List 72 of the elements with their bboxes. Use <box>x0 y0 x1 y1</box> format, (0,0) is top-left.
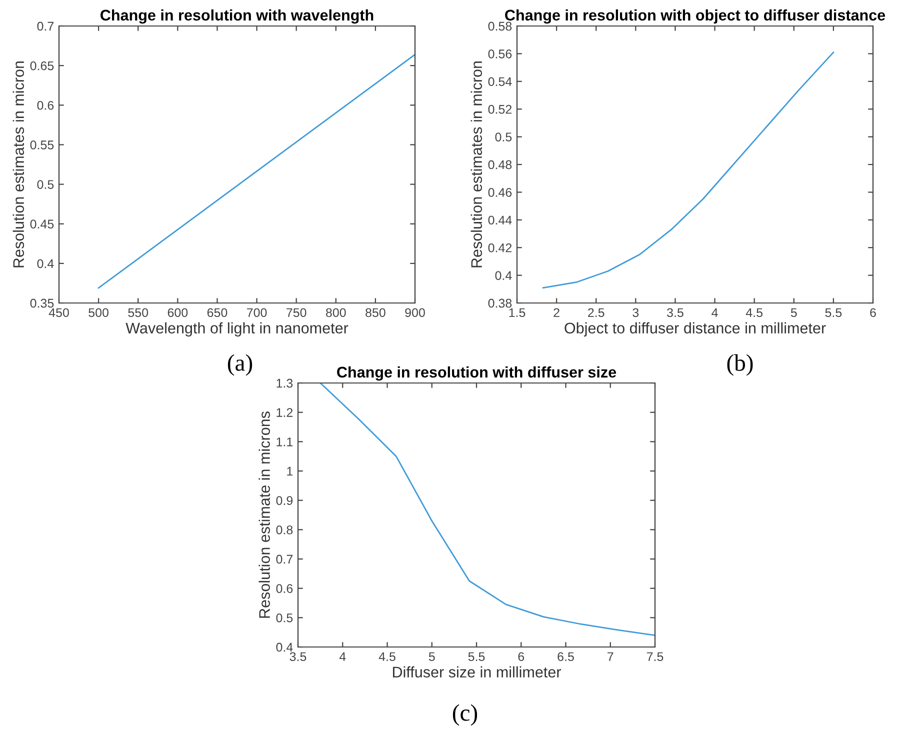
x-tick-label: 4 <box>339 652 346 661</box>
y-tick-label: 0.46 <box>488 188 512 197</box>
x-tick-label: 6 <box>518 652 524 662</box>
x-axis-title: Wavelength of light in nanometer <box>126 322 348 337</box>
y-tick-label: 1.1 <box>276 438 293 446</box>
y-tick-label: 0.52 <box>488 104 512 114</box>
x-tick-label: 5 <box>790 308 797 318</box>
text: (c) <box>452 704 478 726</box>
x-axis-title: Diffuser size in millimeter <box>392 666 562 678</box>
x-tick-label: 3.5 <box>290 652 306 662</box>
y-tick-label: 0.5 <box>276 613 293 622</box>
x-tick-label: 500 <box>88 308 108 318</box>
x-tick-label: 850 <box>366 308 386 318</box>
y-tick-label: 0.48 <box>488 160 512 170</box>
chart-title: Change in resolution with wavelength <box>100 9 374 24</box>
y-tick-label: 1 <box>287 466 293 476</box>
y-tick-label: 0.58 <box>488 22 512 31</box>
x-tick-label: 7.5 <box>646 652 664 662</box>
x-tick-label: 650 <box>207 308 228 318</box>
y-tick-label: 0.65 <box>30 61 54 70</box>
text: (a) <box>228 354 252 376</box>
y-tick-label: 0.38 <box>488 298 512 308</box>
x-tick-label: 5.5 <box>468 652 485 662</box>
y-tick-label: 0.5 <box>495 132 512 142</box>
y-axis-title: Resolution estimates in micron <box>12 61 24 268</box>
y-tick-label: 0.5 <box>37 180 54 189</box>
x-tick-label: 3.5 <box>667 308 684 318</box>
y-tick-label: 0.7 <box>37 22 54 31</box>
x-tick-label: 750 <box>286 308 306 318</box>
x-tick-label: 900 <box>405 308 425 318</box>
x-tick-label: 700 <box>246 308 267 318</box>
x-tick-label: 6.5 <box>558 652 574 662</box>
y-tick-label: 0.7 <box>276 554 293 564</box>
x-tick-label: 550 <box>128 308 148 318</box>
x-tick-label: 3 <box>632 308 639 318</box>
y-tick-label: 0.45 <box>30 220 54 229</box>
x-tick-label: 800 <box>326 308 346 318</box>
y-axis-title: Resolution estimate in microns <box>258 412 270 618</box>
x-tick-label: 1.5 <box>509 308 526 318</box>
text: (b) <box>727 354 753 376</box>
y-tick-label: 1.3 <box>276 378 293 388</box>
chart-title: Change in resolution with diffuser size <box>337 366 616 381</box>
y-tick-label: 0.4 <box>37 259 54 268</box>
x-tick-label: 7 <box>608 652 614 661</box>
y-tick-label: 0.9 <box>276 496 293 505</box>
y-tick-label: 1.2 <box>276 408 293 417</box>
y-tick-label: 0.44 <box>488 216 512 225</box>
y-tick-label: 0.8 <box>276 525 293 534</box>
x-tick-label: 4.5 <box>378 652 396 662</box>
y-tick-label: 0.4 <box>495 271 512 280</box>
y-axis-title: Resolution estimates in micron <box>470 61 482 268</box>
y-tick-label: 0.55 <box>30 140 54 150</box>
y-tick-label: 0.4 <box>276 642 293 652</box>
x-tick-label: 5.5 <box>825 308 842 318</box>
y-tick-label: 0.35 <box>30 298 54 308</box>
x-tick-label: 450 <box>48 308 69 318</box>
x-tick-label: 4 <box>712 308 718 317</box>
x-axis-title: Object to diffuser distance in millimeter <box>564 322 826 337</box>
x-tick-label: 5 <box>428 652 435 662</box>
line-series <box>542 52 834 288</box>
x-tick-label: 2.5 <box>588 308 604 318</box>
y-tick-label: 0.6 <box>276 584 293 593</box>
y-tick-label: 0.6 <box>37 100 54 110</box>
chart-title: Change in resolution with object to diffuser distance <box>505 9 886 24</box>
x-tick-label: 6 <box>870 308 876 318</box>
y-tick-label: 0.42 <box>488 243 512 252</box>
x-tick-label: 2 <box>554 308 560 317</box>
line-series <box>320 383 655 636</box>
x-tick-label: 4.5 <box>746 308 762 318</box>
y-tick-label: 0.54 <box>488 77 512 86</box>
y-tick-label: 0.56 <box>488 50 512 58</box>
x-tick-label: 600 <box>168 308 188 318</box>
